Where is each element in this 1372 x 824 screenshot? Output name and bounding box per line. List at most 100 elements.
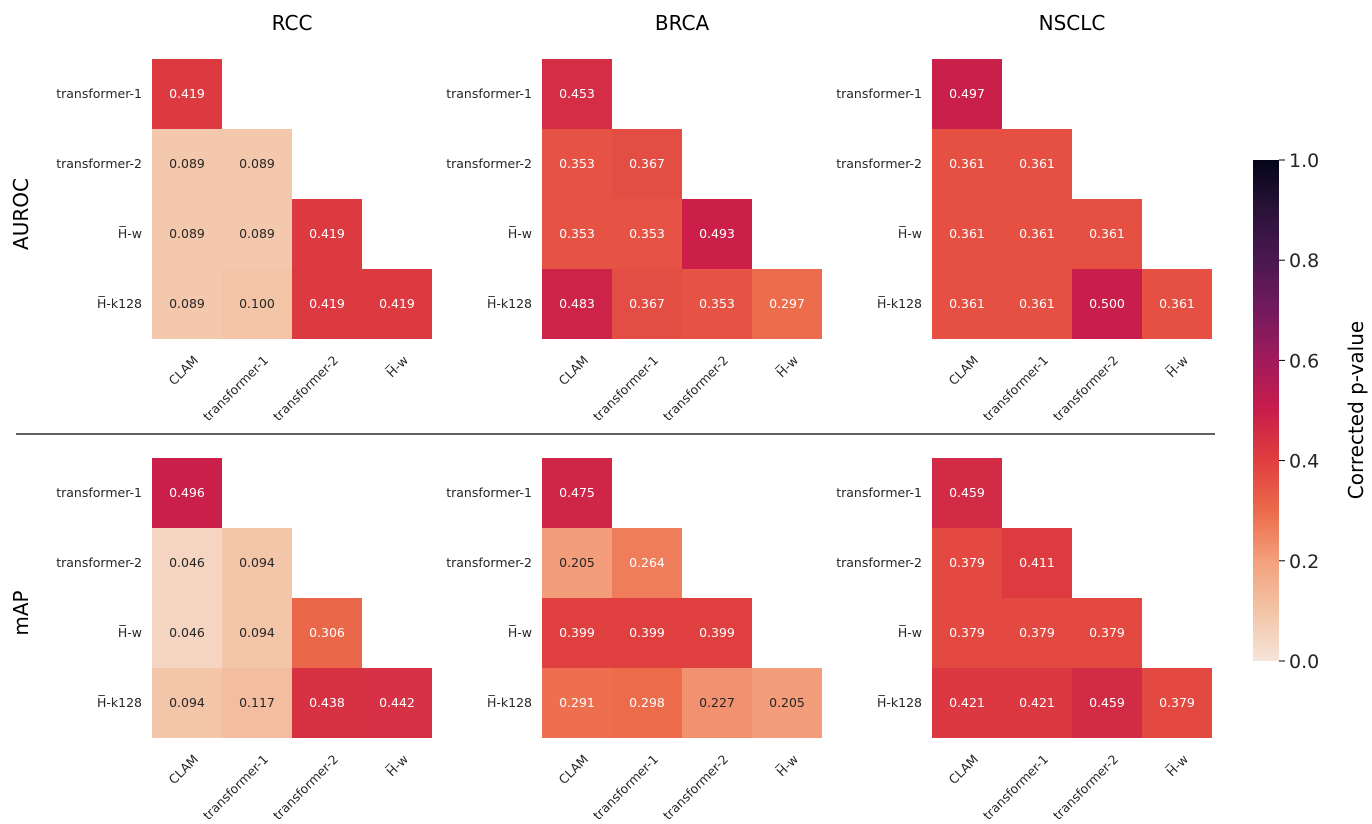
colorbar-tick-label: 1.0 [1289, 150, 1319, 172]
heatmap-cell [932, 199, 1002, 269]
row-tick-label: transformer-2 [836, 156, 922, 171]
heatmap-cell [222, 269, 292, 339]
cell-value-label: 0.353 [699, 296, 735, 311]
heatmap-cell [362, 269, 432, 339]
cell-value-label: 0.117 [239, 695, 275, 710]
cell-value-label: 0.399 [699, 625, 735, 640]
row-tick-label: transformer-2 [56, 555, 142, 570]
cell-value-label: 0.361 [1019, 156, 1055, 171]
row-tick-label: transformer-1 [56, 485, 142, 500]
heatmap-cell [542, 458, 612, 528]
heatmap-cell [1072, 269, 1142, 339]
row-tick-label: H̅-w [898, 226, 922, 241]
heatmap-panel-auroc-nsclc: 0.497 0.361 0.361 0.361 0.361 0.361 0.361 0.361… [836, 59, 1212, 424]
cell-value-label: 0.379 [1159, 695, 1195, 710]
cell-value-label: 0.453 [559, 86, 595, 101]
row-tick-label: H̅-k128 [97, 296, 142, 311]
heatmap-cell [612, 199, 682, 269]
cell-value-label: 0.379 [1089, 625, 1125, 640]
heatmap-cell [682, 668, 752, 738]
cell-value-label: 0.100 [239, 296, 275, 311]
cell-value-label: 0.438 [309, 695, 345, 710]
row-tick-label: H̅-w [508, 226, 532, 241]
row-tick-label: transformer-1 [446, 485, 532, 500]
row-tick-label: transformer-1 [836, 86, 922, 101]
heatmap-cell [292, 199, 362, 269]
cell-value-label: 0.205 [559, 555, 595, 570]
heatmap-cell [1142, 269, 1212, 339]
heatmap-cell [1072, 199, 1142, 269]
row-tick-label: transformer-1 [446, 86, 532, 101]
heatmap-cell [1072, 668, 1142, 738]
colorbar-tick-label: 0.8 [1289, 250, 1319, 272]
heatmap-cell [542, 668, 612, 738]
metric-title-map: mAP [9, 590, 33, 635]
cell-value-label: 0.421 [1019, 695, 1055, 710]
column-tick-label: H̅-w [1163, 751, 1191, 779]
cell-value-label: 0.089 [239, 156, 275, 171]
cell-value-label: 0.411 [1019, 555, 1055, 570]
column-tick-label: transformer-2 [270, 752, 341, 819]
heatmap-cell [752, 269, 822, 339]
cell-value-label: 0.367 [629, 156, 665, 171]
heatmap-cell [362, 668, 432, 738]
column-tick-label: H̅-w [773, 352, 801, 380]
heatmap-cell [1072, 598, 1142, 668]
colorbar-tick-label: 0.2 [1289, 551, 1319, 573]
cell-value-label: 0.419 [309, 296, 345, 311]
heatmap-cell [1002, 528, 1072, 598]
row-tick-label: H̅-k128 [877, 695, 922, 710]
heatmap-cell [222, 668, 292, 738]
heatmap-cell [292, 269, 362, 339]
heatmap-cell [222, 528, 292, 598]
heatmap-cell [222, 129, 292, 199]
row-tick-label: H̅-k128 [487, 296, 532, 311]
heatmap-cell [152, 598, 222, 668]
cell-value-label: 0.094 [239, 625, 275, 640]
cell-value-label: 0.361 [949, 296, 985, 311]
heatmap-cell [1002, 129, 1072, 199]
cell-value-label: 0.367 [629, 296, 665, 311]
cell-value-label: 0.497 [949, 86, 985, 101]
row-tick-label: H̅-w [508, 625, 532, 640]
cell-value-label: 0.046 [169, 555, 205, 570]
cell-value-label: 0.297 [769, 296, 805, 311]
heatmap-cell [612, 668, 682, 738]
column-tick-label: transformer-1 [200, 752, 271, 819]
row-tick-label: H̅-k128 [487, 695, 532, 710]
metric-title-auroc: AUROC [9, 178, 33, 250]
row-tick-label: H̅-w [118, 625, 142, 640]
heatmap-cell [612, 269, 682, 339]
cell-value-label: 0.361 [1089, 226, 1125, 241]
heatmap-cell [542, 528, 612, 598]
heatmap-cell [542, 199, 612, 269]
cell-value-label: 0.089 [169, 296, 205, 311]
cell-value-label: 0.361 [949, 226, 985, 241]
dataset-title-nsclc: NSCLC [1039, 11, 1106, 35]
column-tick-label: CLAM [556, 353, 592, 389]
heatmap-cell [932, 598, 1002, 668]
heatmap-cell [612, 528, 682, 598]
cell-value-label: 0.459 [1089, 695, 1125, 710]
column-tick-label: CLAM [166, 353, 202, 389]
heatmap-cell [1002, 269, 1072, 339]
column-tick-label: transformer-1 [590, 353, 661, 424]
cell-value-label: 0.496 [169, 485, 205, 500]
heatmap-cell [932, 269, 1002, 339]
cell-value-label: 0.353 [559, 226, 595, 241]
heatmap-cell [542, 129, 612, 199]
heatmap-cell [1002, 199, 1072, 269]
heatmap-panel-auroc-brca: 0.453 0.353 0.367 0.353 0.353 0.493 0.483 0.367… [446, 59, 822, 424]
heatmap-cell [542, 59, 612, 129]
dataset-title-brca: BRCA [655, 11, 710, 35]
heatmap-cell [222, 199, 292, 269]
colorbar-tick-label: 0.6 [1289, 350, 1319, 372]
cell-value-label: 0.353 [559, 156, 595, 171]
cell-value-label: 0.089 [239, 226, 275, 241]
heatmap-cell [682, 199, 752, 269]
dataset-title-rcc: RCC [272, 11, 313, 35]
cell-value-label: 0.379 [949, 625, 985, 640]
heatmap-cell [932, 668, 1002, 738]
